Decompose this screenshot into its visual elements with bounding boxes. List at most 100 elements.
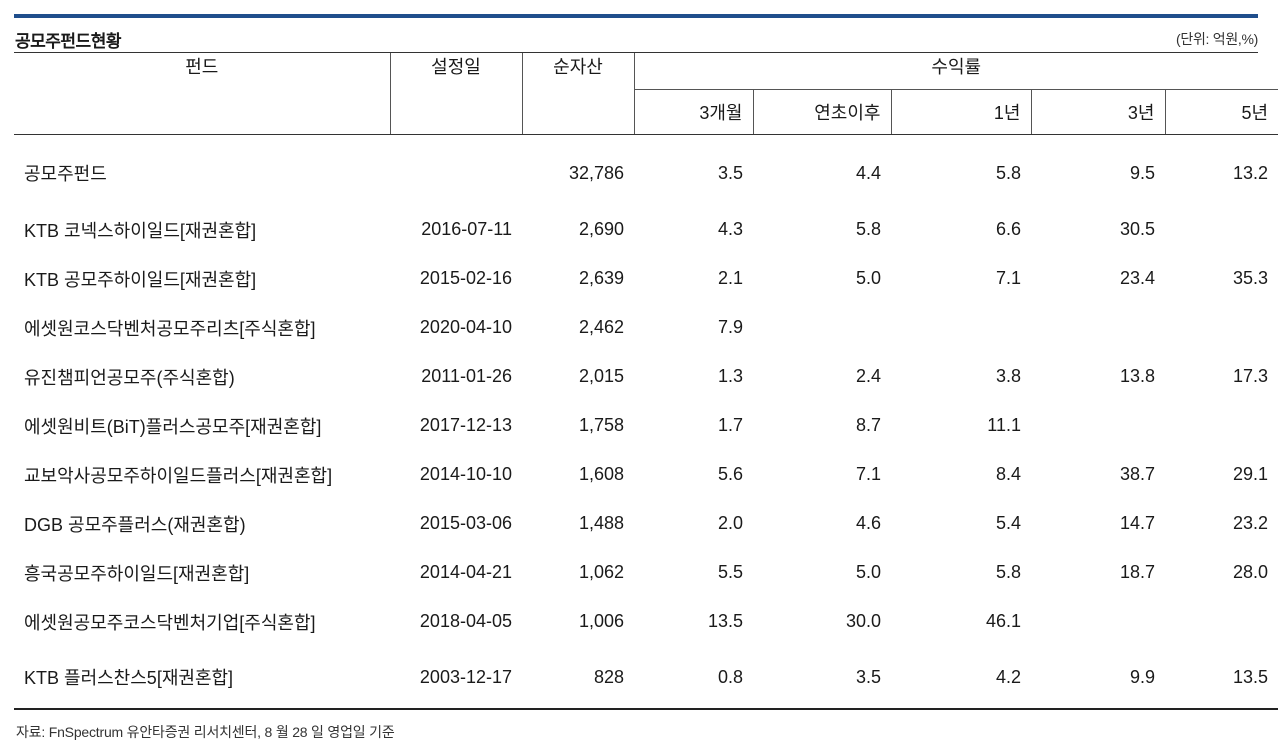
net-assets-cell: 32,786 bbox=[568, 162, 624, 183]
table-row: KTB 공모주하이일드[재권혼합] 2015-02-16 2,639 2.1 5.0 7.… bbox=[14, 254, 1278, 303]
return-ytd-cell: 5.0 bbox=[855, 562, 881, 582]
table-row: 에셋원코스닥벤처공모주리츠[주식혼합] 2020-04-10 2,462 7.9 bbox=[14, 303, 1278, 352]
return-3y-cell bbox=[1031, 597, 1165, 646]
return-ytd-cell: 7.1 bbox=[855, 464, 881, 484]
fund-name-cell: 에셋원코스닥벤처공모주리츠[주식혼합] bbox=[24, 318, 316, 339]
inception-date-cell: 2020-04-10 bbox=[419, 317, 512, 337]
return-3y-cell: 9.5 bbox=[1129, 162, 1155, 183]
return-ytd-cell bbox=[753, 303, 891, 352]
fund-name-cell: 에셋원공모주코스닥벤처기업[주식혼합] bbox=[24, 612, 316, 633]
return-3m-cell: 1.7 bbox=[717, 415, 743, 435]
fund-name-cell: 교보악사공모주하이일드플러스[재권혼합] bbox=[24, 465, 333, 486]
header-3y: 3년 bbox=[1030, 89, 1165, 135]
return-3m-cell: 3.5 bbox=[717, 162, 743, 183]
return-5y-cell bbox=[1165, 303, 1278, 352]
return-3y-cell: 13.8 bbox=[1119, 366, 1155, 386]
table-row: KTB 코넥스하이일드[재권혼합] 2016-07-11 2,690 4.3 5.8 6.… bbox=[14, 205, 1278, 254]
return-3y-cell: 30.5 bbox=[1119, 219, 1155, 239]
inception-date-cell: 2015-03-06 bbox=[419, 513, 512, 533]
title-divider bbox=[14, 52, 1258, 53]
table-row: 흥국공모주하이일드[재권혼합] 2014-04-21 1,062 5.5 5.0 5.8 1… bbox=[14, 548, 1278, 597]
fund-name-cell: 유진챔피언공모주(주식혼합) bbox=[24, 367, 235, 388]
return-3y-cell: 38.7 bbox=[1119, 464, 1155, 484]
return-3m-cell: 2.1 bbox=[717, 268, 743, 288]
table-row: DGB 공모주플러스(재권혼합) 2015-03-06 1,488 2.0 4.6 5.4… bbox=[14, 499, 1278, 548]
net-assets-cell: 2,690 bbox=[578, 219, 624, 239]
return-5y-cell: 17.3 bbox=[1232, 366, 1269, 386]
net-assets-cell: 2,639 bbox=[578, 268, 624, 288]
return-3y-cell: 23.4 bbox=[1119, 268, 1155, 288]
return-5y-cell bbox=[1165, 597, 1278, 646]
fund-rows: 공모주펀드 32,786 3.5 4.4 5.8 9.5 13.2 KTB 코넥스하이일드[재… bbox=[14, 135, 1279, 710]
return-1y-cell: 3.8 bbox=[995, 366, 1021, 386]
return-1y-cell: 8.4 bbox=[995, 464, 1021, 484]
return-1y-cell: 5.4 bbox=[995, 513, 1021, 533]
inception-date-cell: 2016-07-11 bbox=[421, 219, 512, 239]
return-ytd-cell: 2.4 bbox=[855, 366, 881, 386]
net-assets-cell: 2,015 bbox=[578, 366, 624, 386]
header-fund: 펀드 bbox=[14, 53, 390, 135]
return-ytd-cell: 4.4 bbox=[855, 162, 881, 183]
fund-table: 펀드 설정일 순자산 수익률 3개월 연초이후 1년 3년 5년 공모주펀드 32… bbox=[14, 53, 1279, 710]
return-5y-cell: 35.3 bbox=[1232, 268, 1269, 288]
return-3y-cell: 18.7 bbox=[1119, 562, 1155, 582]
return-ytd-cell: 5.0 bbox=[855, 268, 881, 288]
fund-name-cell: KTB 코넥스하이일드[재권혼합] bbox=[24, 220, 257, 241]
return-1y-cell: 7.1 bbox=[995, 268, 1021, 288]
fund-name-cell: 에셋원비트(BiT)플러스공모주[재권혼합] bbox=[24, 416, 322, 437]
header-row-bottom: 3개월 연초이후 1년 3년 5년 bbox=[14, 89, 1279, 135]
return-5y-cell: 28.0 bbox=[1232, 562, 1269, 582]
return-3m-cell: 0.8 bbox=[634, 646, 753, 710]
net-assets-cell: 1,608 bbox=[578, 464, 624, 484]
return-1y-cell: 4.2 bbox=[891, 646, 1031, 710]
source-note: 자료: FnSpectrum 유안타증권 리서치센터, 8 월 28 일 영업일… bbox=[16, 724, 395, 740]
net-assets-cell: 1,006 bbox=[578, 611, 624, 631]
header-3m: 3개월 bbox=[633, 89, 753, 135]
return-3y-cell: 9.9 bbox=[1031, 646, 1165, 710]
inception-date-cell: 2015-02-16 bbox=[419, 268, 512, 288]
header-inception: 설정일 bbox=[389, 53, 522, 135]
return-1y-cell: 46.1 bbox=[985, 611, 1021, 631]
inception-date-cell: 2014-10-10 bbox=[419, 464, 512, 484]
return-5y-cell: 13.5 bbox=[1165, 646, 1279, 710]
fund-name-cell: 공모주펀드 bbox=[24, 164, 107, 184]
return-3m-cell: 1.3 bbox=[717, 366, 743, 386]
return-5y-cell: 23.2 bbox=[1232, 513, 1269, 533]
header-row-top: 펀드 설정일 순자산 수익률 bbox=[14, 53, 1279, 135]
return-ytd-cell: 4.6 bbox=[855, 513, 881, 533]
return-3m-cell: 5.5 bbox=[717, 562, 743, 582]
header-5y: 5년 bbox=[1164, 89, 1279, 135]
return-3y-cell bbox=[1031, 303, 1165, 352]
return-3m-cell: 7.9 bbox=[717, 317, 743, 337]
return-ytd-cell: 5.8 bbox=[855, 219, 881, 239]
return-5y-cell: 29.1 bbox=[1232, 464, 1269, 484]
table-row: KTB 플러스찬스5[재권혼합] 2003-12-17 828 0.8 3.5 4.2 9.… bbox=[14, 646, 1279, 710]
table-row: 유진챔피언공모주(주식혼합) 2011-01-26 2,015 1.3 2.4 3.8 13… bbox=[14, 352, 1278, 401]
net-assets-cell: 1,488 bbox=[578, 513, 624, 533]
fund-name-cell: KTB 공모주하이일드[재권혼합] bbox=[24, 269, 257, 290]
return-5y-cell: 13.2 bbox=[1232, 162, 1269, 183]
header-1y: 1년 bbox=[890, 89, 1031, 135]
return-1y-cell: 5.8 bbox=[995, 162, 1021, 183]
top-accent-rule bbox=[14, 14, 1258, 18]
return-1y-cell: 5.8 bbox=[995, 562, 1021, 582]
return-1y-cell bbox=[891, 303, 1031, 352]
header-ytd: 연초이후 bbox=[752, 89, 891, 135]
net-assets-cell: 828 bbox=[522, 646, 634, 710]
return-ytd-cell: 8.7 bbox=[855, 415, 881, 435]
net-assets-cell: 1,758 bbox=[578, 415, 624, 435]
inception-date-cell bbox=[390, 135, 522, 206]
return-3m-cell: 13.5 bbox=[707, 611, 743, 631]
fund-name-cell: 흥국공모주하이일드[재권혼합] bbox=[24, 563, 250, 584]
table-row: 교보악사공모주하이일드플러스[재권혼합] 2014-10-10 1,608 5.6 7.… bbox=[14, 450, 1278, 499]
return-ytd-cell: 3.5 bbox=[753, 646, 891, 710]
header-returns-group: 수익률 bbox=[633, 53, 1279, 90]
return-3m-cell: 5.6 bbox=[717, 464, 743, 484]
inception-date-cell: 2011-01-26 bbox=[421, 366, 512, 386]
inception-date-cell: 2018-04-05 bbox=[419, 611, 512, 631]
return-1y-cell: 6.6 bbox=[995, 219, 1021, 239]
return-3m-cell: 4.3 bbox=[717, 219, 743, 239]
return-5y-cell bbox=[1165, 205, 1278, 254]
return-ytd-cell: 30.0 bbox=[845, 611, 881, 631]
return-3y-cell: 14.7 bbox=[1119, 513, 1155, 533]
